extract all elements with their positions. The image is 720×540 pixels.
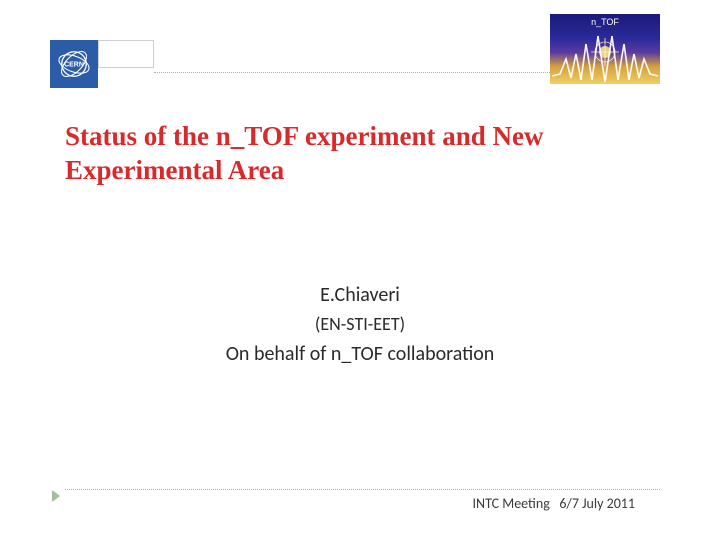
ntof-logo: n_TOF — [550, 14, 660, 84]
footer-meeting: INTC Meeting — [473, 495, 550, 512]
header-blank-box — [98, 40, 154, 68]
footer-date: 6/7 July 2011 — [559, 495, 635, 512]
cern-logo: CERN — [50, 40, 98, 88]
slide-title: Status of the n_TOF experiment and New E… — [65, 120, 660, 188]
author-name: E.Chiaveri — [0, 280, 720, 311]
author-behalf: On behalf of n_TOF collaboration — [0, 339, 720, 370]
footer-text: INTC Meeting 6/7 July 2011 — [473, 495, 636, 512]
cern-logo-text: CERN — [64, 62, 84, 69]
author-block: E.Chiaveri (EN-STI-EET) On behalf of n_T… — [0, 280, 720, 370]
footer-marker-icon — [52, 490, 60, 502]
footer-divider — [65, 489, 660, 490]
author-dept: (EN-STI-EET) — [0, 311, 720, 339]
ntof-logo-label: n_TOF — [591, 17, 619, 27]
header-left: CERN — [50, 40, 154, 88]
